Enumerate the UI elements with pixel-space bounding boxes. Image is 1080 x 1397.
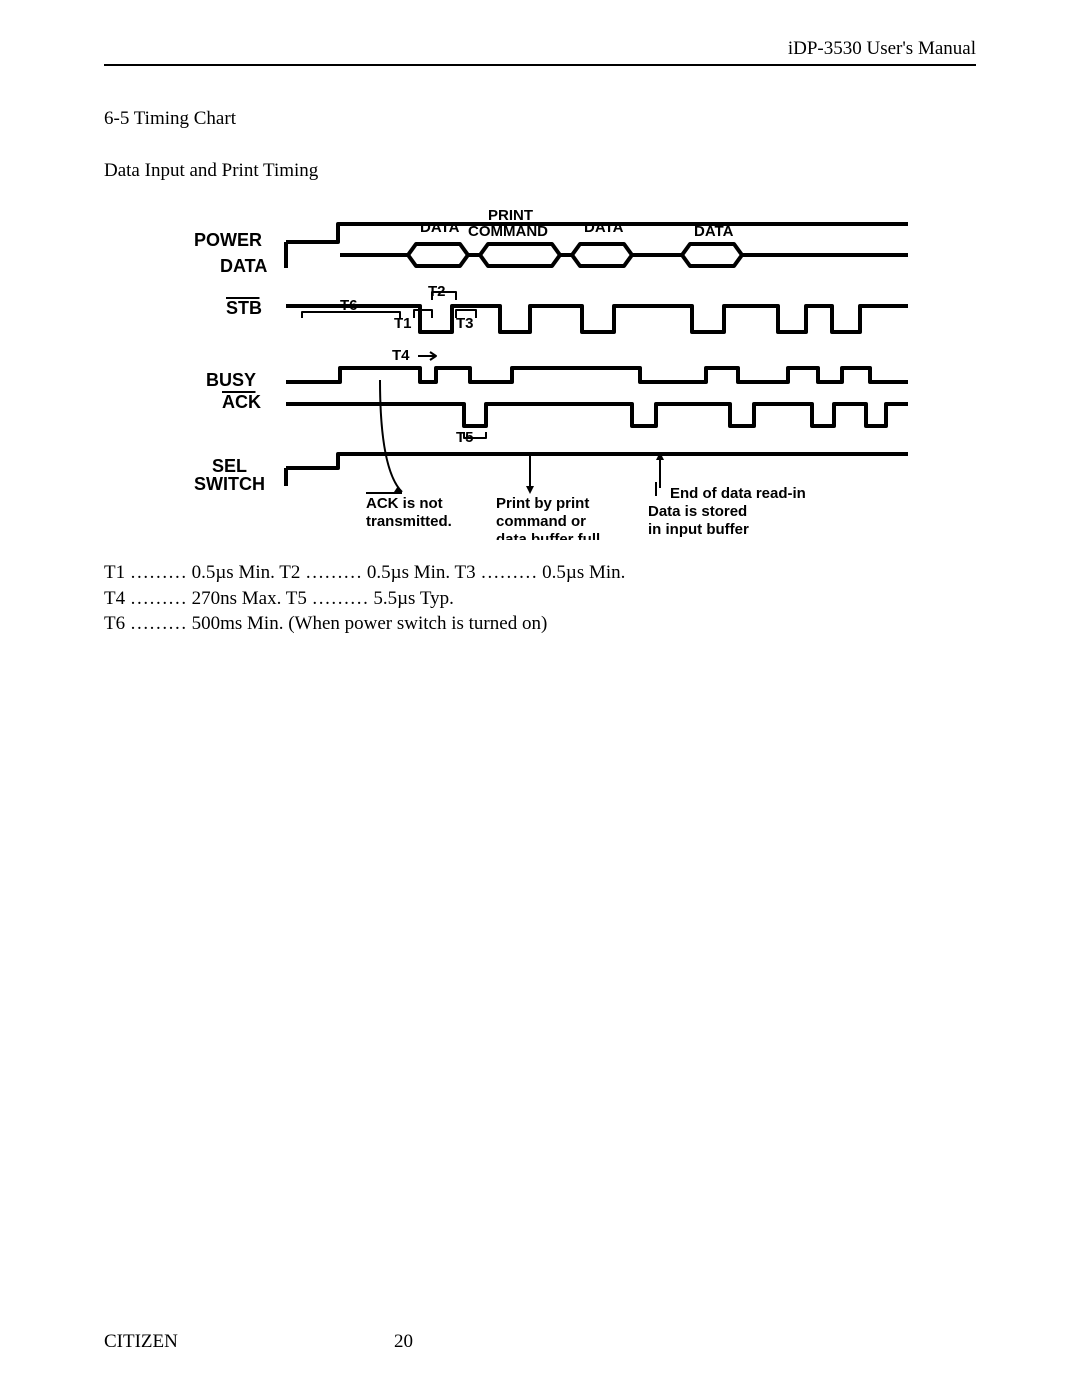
- svg-text:data buffer full: data buffer full: [496, 531, 600, 540]
- svg-text:Print by print: Print by print: [496, 495, 589, 512]
- svg-text:BUSY: BUSY: [206, 370, 256, 390]
- timing-specs: T1 ……… 0.5µs Min. T2 ……… 0.5µs Min. T3 ……: [104, 560, 976, 637]
- section-subtitle: Data Input and Print Timing: [104, 160, 976, 182]
- svg-text:SWITCH: SWITCH: [194, 474, 265, 494]
- svg-text:Data is stored: Data is stored: [648, 503, 747, 520]
- svg-text:ACK: ACK: [222, 392, 261, 412]
- svg-text:ACK is not: ACK is not: [366, 495, 443, 512]
- svg-text:COMMAND: COMMAND: [468, 223, 548, 240]
- timing-diagram: POWER DATA STB BUSYACK SELSWITCH DATA PRINTCOM…: [170, 210, 910, 546]
- svg-text:command or: command or: [496, 513, 586, 530]
- spec-line-1: T1 ……… 0.5µs Min. T2 ……… 0.5µs Min. T3 ……: [104, 560, 976, 586]
- svg-text:POWER: POWER: [194, 230, 262, 250]
- spec-line-2: T4 ……… 270ns Max. T5 ……… 5.5µs Typ.: [104, 586, 976, 612]
- svg-text:STB: STB: [226, 298, 262, 318]
- svg-text:T6: T6: [340, 297, 358, 314]
- page-header: iDP-3530 User's Manual: [104, 32, 976, 66]
- section-title: 6-5 Timing Chart: [104, 108, 976, 130]
- svg-text:SEL: SEL: [212, 456, 247, 476]
- svg-text:End of data read-in: End of data read-in: [670, 485, 806, 502]
- page: iDP-3530 User's Manual 6-5 Timing Chart …: [0, 0, 1080, 1397]
- svg-text:DATA: DATA: [420, 219, 460, 236]
- svg-text:DATA: DATA: [694, 223, 734, 240]
- page-footer: CITIZEN 20: [104, 1331, 976, 1353]
- footer-page-number: 20: [394, 1331, 413, 1353]
- manual-title: iDP-3530 User's Manual: [788, 38, 976, 60]
- svg-text:T3: T3: [456, 315, 474, 332]
- spec-line-3: T6 ……… 500ms Min. (When power switch is …: [104, 611, 976, 637]
- svg-text:T1: T1: [394, 315, 412, 332]
- svg-text:transmitted.: transmitted.: [366, 513, 452, 530]
- svg-text:DATA: DATA: [220, 256, 267, 276]
- svg-text:PRINT: PRINT: [488, 210, 533, 224]
- footer-brand: CITIZEN: [104, 1331, 178, 1353]
- svg-text:DATA: DATA: [584, 219, 624, 236]
- svg-text:in input buffer: in input buffer: [648, 521, 749, 538]
- svg-text:T4: T4: [392, 347, 410, 364]
